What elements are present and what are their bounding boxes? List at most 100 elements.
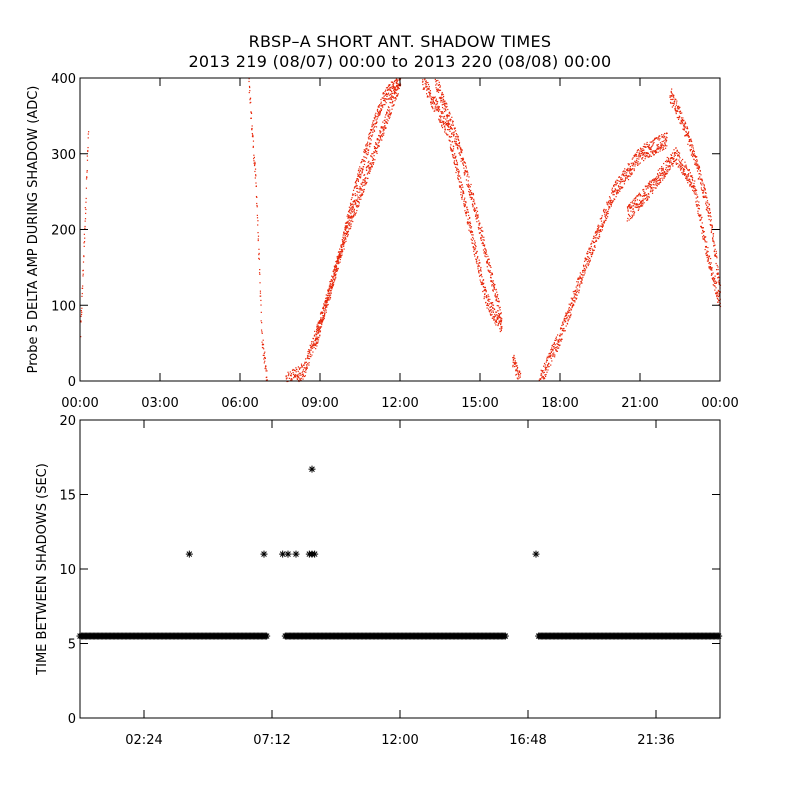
data-point (308, 352, 311, 354)
data-point (340, 256, 342, 259)
data-point (462, 186, 464, 188)
data-point (471, 234, 473, 236)
data-point (656, 180, 658, 182)
data-point (449, 146, 452, 148)
data-point (461, 196, 463, 198)
data-point (325, 297, 327, 299)
data-point (463, 199, 465, 201)
data-point (449, 139, 451, 142)
data-point (605, 212, 607, 214)
data-point (248, 78, 250, 80)
data-point (628, 170, 631, 172)
data-point (381, 134, 383, 136)
data-point (601, 223, 603, 225)
data-point (362, 179, 364, 181)
data-point (566, 316, 568, 319)
data-point (470, 226, 473, 228)
data-point (707, 260, 709, 262)
data-point (461, 152, 463, 154)
data-point (601, 226, 604, 228)
data-point (254, 161, 256, 163)
data-point (382, 126, 384, 128)
data-point (500, 328, 502, 330)
data-point (645, 197, 647, 200)
data-point (636, 150, 639, 152)
data-point (497, 300, 499, 303)
data-point (465, 201, 467, 204)
data-point (715, 287, 717, 289)
data-point (657, 143, 659, 146)
data-point (678, 155, 680, 157)
data-point (718, 282, 720, 284)
data-point (576, 297, 578, 299)
data-point (702, 189, 704, 191)
data-point (374, 123, 377, 125)
data-point (710, 216, 712, 218)
data-point (658, 176, 660, 178)
data-point (346, 226, 348, 228)
data-point (313, 335, 316, 337)
data-point (578, 278, 580, 280)
data-point (362, 189, 364, 191)
data-point (611, 201, 614, 203)
x-tick-label: 15:00 (461, 396, 498, 411)
data-point (358, 174, 360, 176)
data-point (589, 259, 591, 261)
data-point (354, 203, 356, 205)
data-point (565, 325, 567, 327)
data-point (303, 367, 305, 369)
data-point (309, 344, 312, 347)
data-point (656, 149, 658, 151)
data-point (689, 149, 691, 151)
y-tick-label: 400 (51, 72, 76, 87)
data-point (633, 214, 635, 216)
data-point (370, 165, 373, 168)
data-point (643, 143, 646, 145)
data-point (514, 357, 516, 360)
data-point (614, 181, 617, 183)
data-point (493, 319, 495, 321)
data-point (482, 239, 484, 241)
data-point (637, 149, 639, 151)
data-point (667, 169, 669, 171)
data-point (464, 204, 466, 206)
data-point (456, 138, 458, 140)
data-point (655, 151, 657, 153)
data-point (676, 149, 678, 151)
data-point (316, 331, 318, 334)
data-point (301, 365, 303, 367)
data-point (482, 230, 484, 232)
data-point (377, 113, 379, 115)
data-point (354, 201, 357, 203)
x-tick-label: 12:00 (381, 733, 418, 748)
data-point (688, 169, 691, 171)
data-point (651, 152, 654, 154)
data-point (658, 179, 660, 181)
data-point (660, 167, 662, 170)
data-point (656, 181, 658, 183)
data-point (321, 321, 324, 323)
data-point (472, 246, 474, 248)
data-point (468, 188, 471, 191)
data-point (705, 208, 707, 211)
data-point (587, 252, 589, 254)
data-point (641, 200, 644, 202)
data-point (578, 292, 580, 294)
data-point (391, 91, 393, 93)
data-point (478, 275, 481, 277)
data-point (458, 152, 460, 154)
data-point (378, 113, 380, 115)
data-point (367, 177, 369, 180)
data-point (577, 278, 579, 280)
data-point (458, 179, 460, 181)
data-point (477, 255, 479, 258)
data-point (374, 114, 376, 116)
data-point (661, 173, 663, 175)
x-tick-label: 00:00 (701, 396, 738, 411)
data-point (84, 218, 87, 220)
data-point (472, 242, 474, 245)
data-point (347, 233, 349, 236)
data-point (373, 126, 375, 128)
data-point (650, 155, 652, 157)
data-point (622, 174, 625, 176)
